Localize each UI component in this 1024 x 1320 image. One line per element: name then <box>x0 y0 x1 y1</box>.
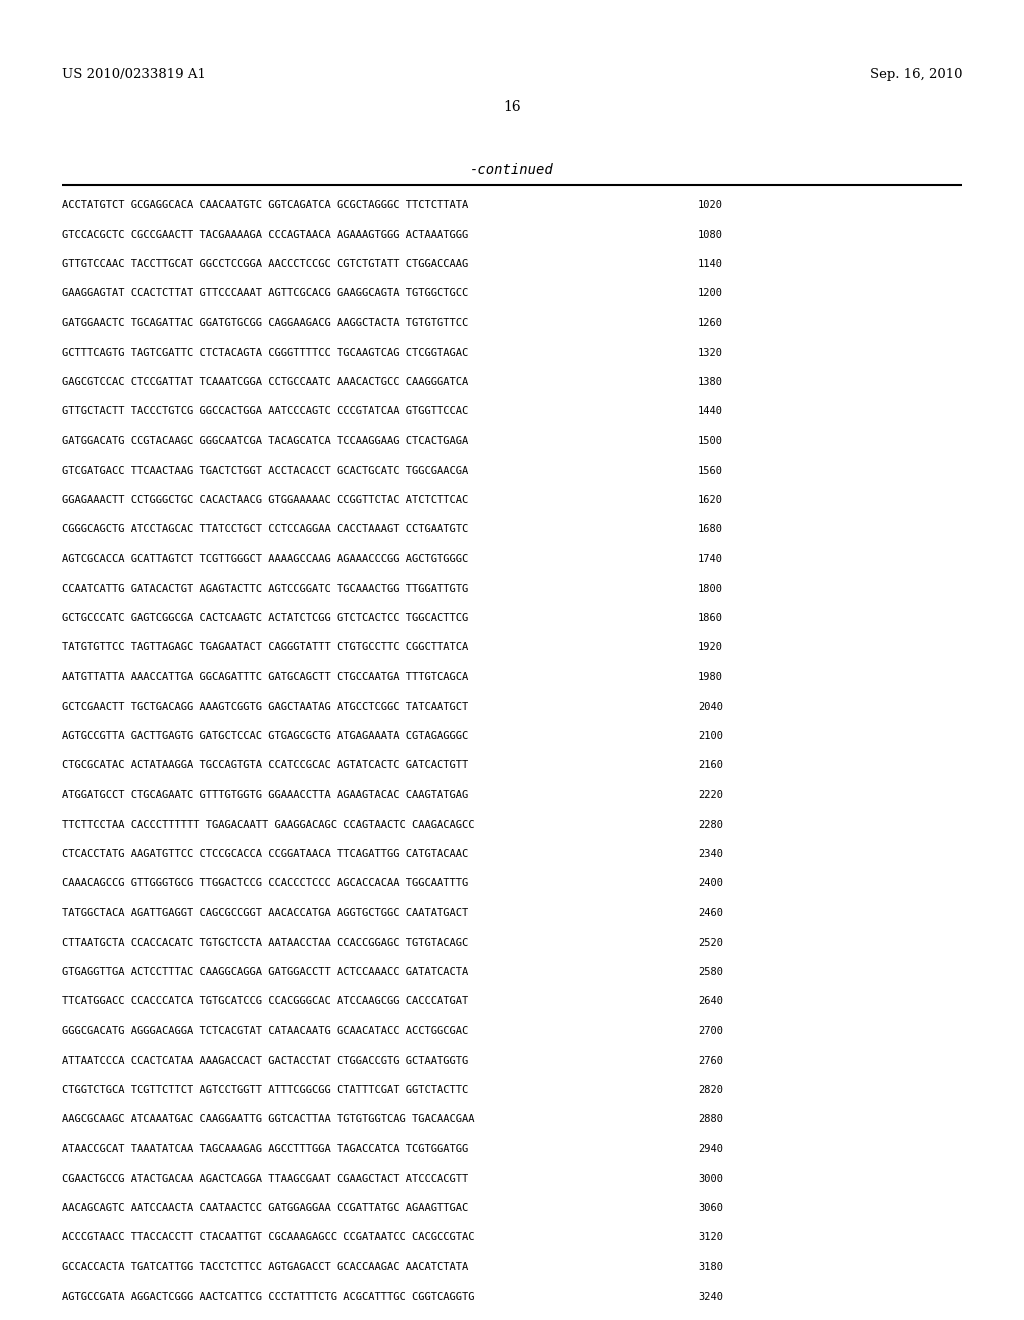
Text: 1620: 1620 <box>698 495 723 506</box>
Text: AGTCGCACCA GCATTAGTCT TCGTTGGGCT AAAAGCCAAG AGAAACCCGG AGCTGTGGGC: AGTCGCACCA GCATTAGTCT TCGTTGGGCT AAAAGCC… <box>62 554 468 564</box>
Text: 1500: 1500 <box>698 436 723 446</box>
Text: 1140: 1140 <box>698 259 723 269</box>
Text: 1740: 1740 <box>698 554 723 564</box>
Text: 2640: 2640 <box>698 997 723 1006</box>
Text: CTGCGCATAC ACTATAAGGA TGCCAGTGTA CCATCCGCAC AGTATCACTC GATCACTGTT: CTGCGCATAC ACTATAAGGA TGCCAGTGTA CCATCCG… <box>62 760 468 771</box>
Text: 3060: 3060 <box>698 1203 723 1213</box>
Text: 2820: 2820 <box>698 1085 723 1096</box>
Text: 1440: 1440 <box>698 407 723 417</box>
Text: 2940: 2940 <box>698 1144 723 1154</box>
Text: 1980: 1980 <box>698 672 723 682</box>
Text: TTCATGGACC CCACCCATCA TGTGCATCCG CCACGGGCAC ATCCAAGCGG CACCCATGAT: TTCATGGACC CCACCCATCA TGTGCATCCG CCACGGG… <box>62 997 468 1006</box>
Text: AAGCGCAAGC ATCAAATGAC CAAGGAATTG GGTCACTTAA TGTGTGGTCAG TGACAACGAA: AAGCGCAAGC ATCAAATGAC CAAGGAATTG GGTCACT… <box>62 1114 474 1125</box>
Text: 1800: 1800 <box>698 583 723 594</box>
Text: ACCTATGTCT GCGAGGCACA CAACAATGTC GGTCAGATCA GCGCTAGGGC TTCTCTTATA: ACCTATGTCT GCGAGGCACA CAACAATGTC GGTCAGA… <box>62 201 468 210</box>
Text: 1080: 1080 <box>698 230 723 239</box>
Text: 2700: 2700 <box>698 1026 723 1036</box>
Text: GATGGAACTC TGCAGATTAC GGATGTGCGG CAGGAAGACG AAGGCTACTA TGTGTGTTCC: GATGGAACTC TGCAGATTAC GGATGTGCGG CAGGAAG… <box>62 318 468 327</box>
Text: GATGGACATG CCGTACAAGC GGGCAATCGA TACAGCATCA TCCAAGGAAG CTCACTGAGA: GATGGACATG CCGTACAAGC GGGCAATCGA TACAGCA… <box>62 436 468 446</box>
Text: AACAGCAGTC AATCCAACTA CAATAACTCC GATGGAGGAA CCGATTATGC AGAAGTTGAC: AACAGCAGTC AATCCAACTA CAATAACTCC GATGGAG… <box>62 1203 468 1213</box>
Text: 1920: 1920 <box>698 643 723 652</box>
Text: 2400: 2400 <box>698 879 723 888</box>
Text: 1200: 1200 <box>698 289 723 298</box>
Text: TATGGCTACA AGATTGAGGT CAGCGCCGGT AACACCATGA AGGTGCTGGC CAATATGACT: TATGGCTACA AGATTGAGGT CAGCGCCGGT AACACCA… <box>62 908 468 917</box>
Text: AGTGCCGATA AGGACTCGGG AACTCATTCG CCCTATTTCTG ACGCATTTGC CGGTCAGGTG: AGTGCCGATA AGGACTCGGG AACTCATTCG CCCTATT… <box>62 1291 474 1302</box>
Text: 16: 16 <box>503 100 521 114</box>
Text: 1680: 1680 <box>698 524 723 535</box>
Text: 1020: 1020 <box>698 201 723 210</box>
Text: ACCCGTAACC TTACCACCTT CTACAATTGT CGCAAAGAGCC CCGATAATCC CACGCCGTAC: ACCCGTAACC TTACCACCTT CTACAATTGT CGCAAAG… <box>62 1233 474 1242</box>
Text: AGTGCCGTTA GACTTGAGTG GATGCTCCAC GTGAGCGCTG ATGAGAAATA CGTAGAGGGC: AGTGCCGTTA GACTTGAGTG GATGCTCCAC GTGAGCG… <box>62 731 468 741</box>
Text: 2280: 2280 <box>698 820 723 829</box>
Text: 3000: 3000 <box>698 1173 723 1184</box>
Text: GGAGAAACTT CCTGGGCTGC CACACTAACG GTGGAAAAAC CCGGTTCTAC ATCTCTTCAC: GGAGAAACTT CCTGGGCTGC CACACTAACG GTGGAAA… <box>62 495 468 506</box>
Text: GAGCGTCCAC CTCCGATTAT TCAAATCGGA CCTGCCAATC AAACACTGCC CAAGGGATCA: GAGCGTCCAC CTCCGATTAT TCAAATCGGA CCTGCCA… <box>62 378 468 387</box>
Text: CAAACAGCCG GTTGGGTGCG TTGGACTCCG CCACCCTCCC AGCACCACAA TGGCAATTTG: CAAACAGCCG GTTGGGTGCG TTGGACTCCG CCACCCT… <box>62 879 468 888</box>
Text: GTTGCTACTT TACCCTGTCG GGCCACTGGA AATCCCAGTC CCCGTATCAA GTGGTTCCAC: GTTGCTACTT TACCCTGTCG GGCCACTGGA AATCCCA… <box>62 407 468 417</box>
Text: GTGAGGTTGA ACTCCTTTAC CAAGGCAGGA GATGGACCTT ACTCCAAACC GATATCACTA: GTGAGGTTGA ACTCCTTTAC CAAGGCAGGA GATGGAC… <box>62 968 468 977</box>
Text: CTGGTCTGCA TCGTTCTTCT AGTCCTGGTT ATTTCGGCGG CTATTTCGAT GGTCTACTTC: CTGGTCTGCA TCGTTCTTCT AGTCCTGGTT ATTTCGG… <box>62 1085 468 1096</box>
Text: Sep. 16, 2010: Sep. 16, 2010 <box>869 69 962 81</box>
Text: 3180: 3180 <box>698 1262 723 1272</box>
Text: 1260: 1260 <box>698 318 723 327</box>
Text: 1380: 1380 <box>698 378 723 387</box>
Text: 1320: 1320 <box>698 347 723 358</box>
Text: 2460: 2460 <box>698 908 723 917</box>
Text: AATGTTATTA AAACCATTGA GGCAGATTTC GATGCAGCTT CTGCCAATGA TTTGTCAGCA: AATGTTATTA AAACCATTGA GGCAGATTTC GATGCAG… <box>62 672 468 682</box>
Text: ATGGATGCCT CTGCAGAATC GTTTGTGGTG GGAAACCTTA AGAAGTACAC CAAGTATGAG: ATGGATGCCT CTGCAGAATC GTTTGTGGTG GGAAACC… <box>62 789 468 800</box>
Text: GTTGTCCAAC TACCTTGCAT GGCCTCCGGA AACCCTCCGC CGTCTGTATT CTGGACCAAG: GTTGTCCAAC TACCTTGCAT GGCCTCCGGA AACCCTC… <box>62 259 468 269</box>
Text: 2160: 2160 <box>698 760 723 771</box>
Text: GCCACCACTA TGATCATTGG TACCTCTTCC AGTGAGACCT GCACCAAGAC AACATCTATA: GCCACCACTA TGATCATTGG TACCTCTTCC AGTGAGA… <box>62 1262 468 1272</box>
Text: 2760: 2760 <box>698 1056 723 1065</box>
Text: 1860: 1860 <box>698 612 723 623</box>
Text: 3120: 3120 <box>698 1233 723 1242</box>
Text: 2880: 2880 <box>698 1114 723 1125</box>
Text: CTTAATGCTA CCACCACATC TGTGCTCCTA AATAACCTAA CCACCGGAGC TGTGTACAGC: CTTAATGCTA CCACCACATC TGTGCTCCTA AATAACC… <box>62 937 468 948</box>
Text: CGAACTGCCG ATACTGACAA AGACTCAGGA TTAAGCGAAT CGAAGCTACT ATCCCACGTT: CGAACTGCCG ATACTGACAA AGACTCAGGA TTAAGCG… <box>62 1173 468 1184</box>
Text: GCTGCCCATC GAGTCGGCGA CACTCAAGTC ACTATCTCGG GTCTCACTCC TGGCACTTCG: GCTGCCCATC GAGTCGGCGA CACTCAAGTC ACTATCT… <box>62 612 468 623</box>
Text: ATAACCGCAT TAAATATCAA TAGCAAAGAG AGCCTTTGGA TAGACCATCA TCGTGGATGG: ATAACCGCAT TAAATATCAA TAGCAAAGAG AGCCTTT… <box>62 1144 468 1154</box>
Text: GCTTTCAGTG TAGTCGATTC CTCTACAGTA CGGGTTTTCC TGCAAGTCAG CTCGGTAGAC: GCTTTCAGTG TAGTCGATTC CTCTACAGTA CGGGTTT… <box>62 347 468 358</box>
Text: ATTAATCCCA CCACTCATAA AAAGACCACT GACTACCTAT CTGGACCGTG GCTAATGGTG: ATTAATCCCA CCACTCATAA AAAGACCACT GACTACC… <box>62 1056 468 1065</box>
Text: CTCACCTATG AAGATGTTCC CTCCGCACCA CCGGATAACA TTCAGATTGG CATGTACAAC: CTCACCTATG AAGATGTTCC CTCCGCACCA CCGGATA… <box>62 849 468 859</box>
Text: GTCCACGCTC CGCCGAACTT TACGAAAAGA CCCAGTAACA AGAAAGTGGG ACTAAATGGG: GTCCACGCTC CGCCGAACTT TACGAAAAGA CCCAGTA… <box>62 230 468 239</box>
Text: 2580: 2580 <box>698 968 723 977</box>
Text: 2040: 2040 <box>698 701 723 711</box>
Text: GTCGATGACC TTCAACTAAG TGACTCTGGT ACCTACACCT GCACTGCATC TGGCGAACGA: GTCGATGACC TTCAACTAAG TGACTCTGGT ACCTACA… <box>62 466 468 475</box>
Text: 2340: 2340 <box>698 849 723 859</box>
Text: GCTCGAACTT TGCTGACAGG AAAGTCGGTG GAGCTAATAG ATGCCTCGGC TATCAATGCT: GCTCGAACTT TGCTGACAGG AAAGTCGGTG GAGCTAA… <box>62 701 468 711</box>
Text: GAAGGAGTAT CCACTCTTAT GTTCCCAAAT AGTTCGCACG GAAGGCAGTA TGTGGCTGCC: GAAGGAGTAT CCACTCTTAT GTTCCCAAAT AGTTCGC… <box>62 289 468 298</box>
Text: 2220: 2220 <box>698 789 723 800</box>
Text: 1560: 1560 <box>698 466 723 475</box>
Text: TATGTGTTCC TAGTTAGAGC TGAGAATACT CAGGGTATTT CTGTGCCTTC CGGCTTATCA: TATGTGTTCC TAGTTAGAGC TGAGAATACT CAGGGTA… <box>62 643 468 652</box>
Text: TTCTTCCTAA CACCCTTTTTT TGAGACAATT GAAGGACAGC CCAGTAACTC CAAGACAGCC: TTCTTCCTAA CACCCTTTTTT TGAGACAATT GAAGGA… <box>62 820 474 829</box>
Text: 2520: 2520 <box>698 937 723 948</box>
Text: CGGGCAGCTG ATCCTAGCAC TTATCCTGCT CCTCCAGGAA CACCTAAAGT CCTGAATGTC: CGGGCAGCTG ATCCTAGCAC TTATCCTGCT CCTCCAG… <box>62 524 468 535</box>
Text: 3240: 3240 <box>698 1291 723 1302</box>
Text: GGGCGACATG AGGGACAGGA TCTCACGTAT CATAACAATG GCAACATACC ACCTGGCGAC: GGGCGACATG AGGGACAGGA TCTCACGTAT CATAACA… <box>62 1026 468 1036</box>
Text: -continued: -continued <box>470 162 554 177</box>
Text: US 2010/0233819 A1: US 2010/0233819 A1 <box>62 69 206 81</box>
Text: CCAATCATTG GATACACTGT AGAGTACTTC AGTCCGGATC TGCAAACTGG TTGGATTGTG: CCAATCATTG GATACACTGT AGAGTACTTC AGTCCGG… <box>62 583 468 594</box>
Text: 2100: 2100 <box>698 731 723 741</box>
